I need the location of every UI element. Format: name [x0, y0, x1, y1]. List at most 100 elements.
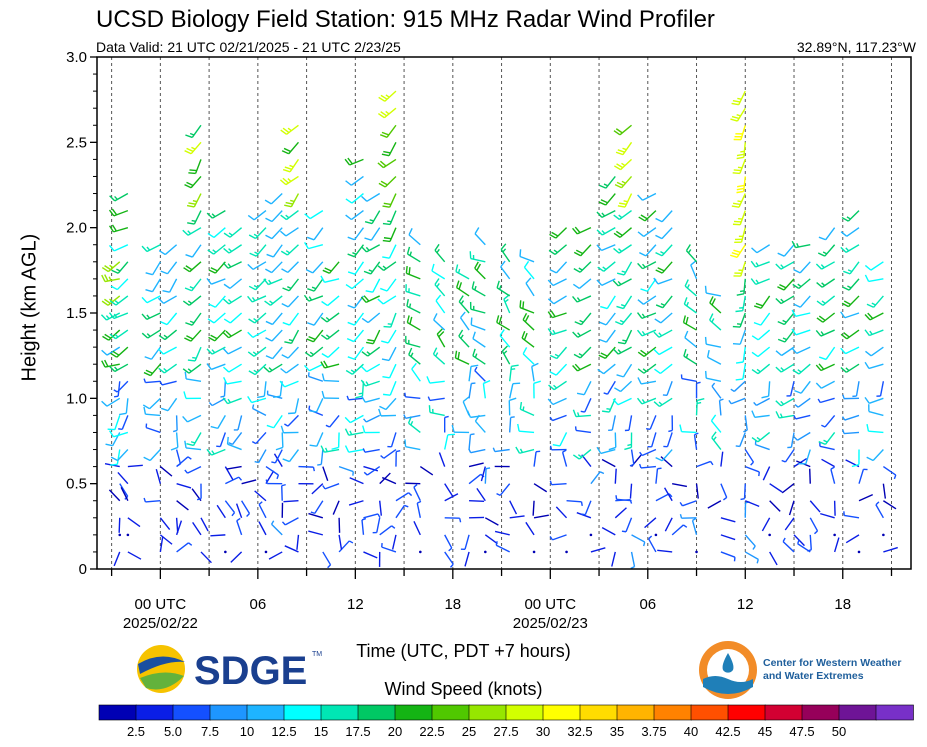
- wind-barb: [718, 398, 724, 416]
- wind-barb: [379, 124, 397, 138]
- wind-barb-staff: [164, 244, 178, 256]
- wind-barb: [361, 312, 381, 324]
- wind-barb-flag: [653, 277, 659, 285]
- wind-barb: [864, 329, 884, 337]
- wind-barb-staff: [363, 513, 379, 519]
- wind-barb-staff: [757, 329, 771, 341]
- wind-barb-staff: [882, 466, 897, 476]
- wind-barb-flag: [685, 244, 691, 252]
- wind-barb-halfflag: [459, 518, 462, 523]
- wind-barb-staff: [237, 415, 243, 431]
- wind-barb: [728, 397, 746, 405]
- wind-barb: [254, 490, 267, 502]
- wind-barb-staff: [658, 346, 673, 356]
- wind-barb: [791, 309, 811, 318]
- wind-barb-staff: [431, 270, 446, 280]
- wind-barb-flag: [222, 366, 230, 373]
- wind-barb-staff: [185, 447, 202, 451]
- wind-barb-flag: [280, 425, 285, 433]
- wind-barb-staff: [388, 363, 397, 379]
- wind-barb-flag: [501, 345, 508, 352]
- wind-barb-staff: [354, 346, 365, 360]
- wind-barb: [866, 295, 884, 308]
- wind-barb-halfflag: [660, 251, 665, 255]
- wind-barb-flag: [206, 277, 212, 285]
- wind-barb-halfflag: [846, 216, 851, 220]
- wind-barb-halfflag: [660, 303, 666, 306]
- wind-barb-halfflag: [325, 316, 330, 321]
- wind-barb-flag: [598, 354, 606, 360]
- colorbar-swatch: [801, 704, 840, 721]
- wind-barb-staff: [476, 487, 486, 502]
- wind-barb-staff: [186, 378, 202, 382]
- wind-barb: [258, 501, 267, 519]
- wind-barb: [617, 329, 633, 345]
- wind-barb-flag: [791, 328, 797, 336]
- wind-barb-flag: [462, 396, 470, 403]
- wind-barb: [345, 278, 364, 290]
- wind-barb: [684, 279, 697, 297]
- wind-barb-staff: [845, 534, 860, 544]
- wind-barb-flag: [573, 353, 581, 359]
- wind-barb-staff: [693, 434, 698, 450]
- wind-barb: [363, 261, 381, 275]
- wind-barb: [599, 312, 616, 326]
- wind-barb-staff: [376, 517, 381, 533]
- wind-barb: [821, 458, 835, 468]
- wind-barb: [346, 329, 364, 343]
- wind-barb: [263, 278, 283, 286]
- wind-barb-flag: [653, 331, 660, 338]
- wind-barb-halfflag: [498, 285, 502, 290]
- wind-barb: [601, 458, 616, 468]
- wind-barb: [210, 415, 226, 430]
- wind-barb-staff: [149, 397, 161, 410]
- wind-barb-staff: [661, 449, 673, 462]
- wind-barb: [263, 363, 283, 373]
- wind-barb-halfflag: [377, 513, 381, 518]
- wind-barb-staff: [285, 363, 299, 374]
- wind-barb-flag: [207, 318, 215, 324]
- wind-barb-staff: [555, 363, 568, 376]
- wind-barb: [480, 466, 486, 482]
- wind-barb: [549, 346, 568, 360]
- wind-barb-halfflag: [641, 313, 646, 318]
- wind-barb-flag: [408, 347, 413, 355]
- wind-barb-halfflag: [620, 304, 626, 307]
- colorbar-swatch: [209, 704, 248, 721]
- wind-barb: [883, 500, 897, 510]
- x-tick-label: 18: [834, 596, 851, 613]
- wind-barb: [695, 483, 699, 499]
- wind-barb-halfflag: [820, 331, 825, 336]
- wind-barb-flag: [367, 339, 375, 342]
- wind-barb-staff: [381, 476, 397, 485]
- wind-barb-flag: [432, 347, 438, 355]
- wind-barb: [382, 210, 397, 226]
- wind-barb-staff: [175, 415, 178, 431]
- wind-barb-halfflag: [492, 447, 496, 452]
- wind-barb: [158, 329, 178, 341]
- wind-barb: [284, 193, 300, 208]
- wind-barb: [580, 398, 592, 413]
- wind-barb: [818, 432, 836, 446]
- wind-barb: [482, 379, 491, 399]
- colorbar-label: 5.0: [164, 724, 182, 739]
- wind-barb: [662, 381, 673, 397]
- wind-barb-flag: [282, 168, 291, 173]
- wind-barb: [411, 362, 421, 382]
- wind-barb: [842, 278, 860, 291]
- wind-barb-halfflag: [642, 541, 646, 547]
- wind-barb-flag: [474, 261, 479, 269]
- wind-barb: [496, 280, 511, 297]
- wind-barb: [101, 397, 121, 407]
- wind-barb-flag: [184, 337, 192, 342]
- wind-barb-flag: [791, 309, 797, 317]
- wind-barb-staff: [433, 319, 446, 331]
- wind-barb-flag: [683, 348, 687, 357]
- wind-barb-flag: [248, 370, 256, 376]
- wind-barb-flag: [655, 269, 663, 274]
- wind-barb-staff: [482, 383, 487, 399]
- wind-barb: [184, 440, 202, 451]
- wind-barb-flag: [549, 268, 557, 274]
- wind-barb-flag: [265, 320, 273, 326]
- wind-barb-flag: [382, 393, 391, 396]
